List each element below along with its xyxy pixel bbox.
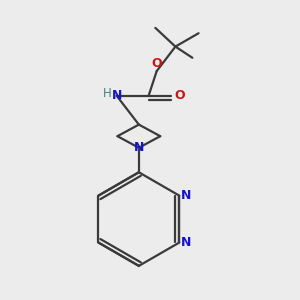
Text: N: N bbox=[181, 189, 191, 202]
Text: N: N bbox=[111, 89, 122, 102]
Text: O: O bbox=[152, 57, 162, 70]
Text: N: N bbox=[134, 141, 144, 154]
Text: H: H bbox=[102, 87, 111, 100]
Text: O: O bbox=[175, 89, 185, 102]
Text: N: N bbox=[181, 236, 191, 249]
